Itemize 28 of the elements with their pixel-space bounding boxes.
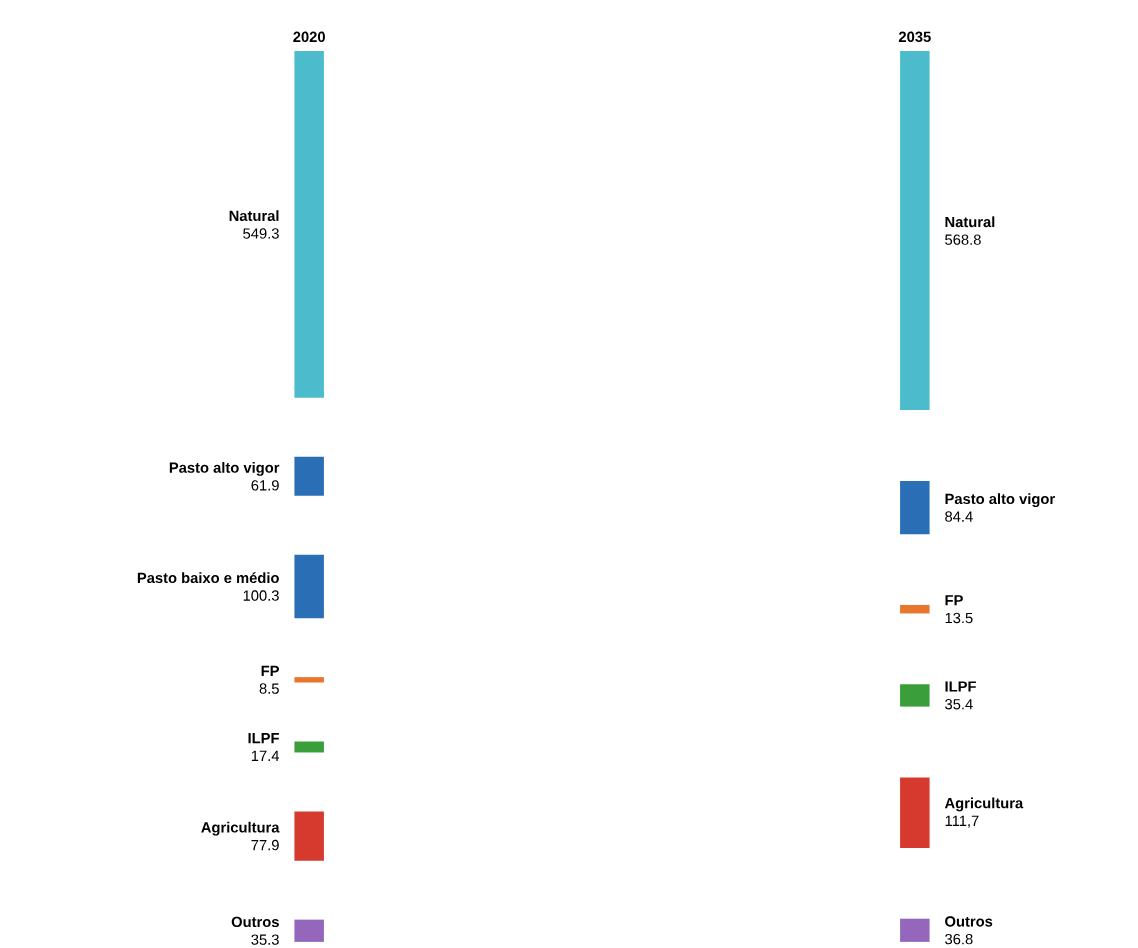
category-label: Natural — [229, 210, 279, 222]
category-label: ILPF — [248, 733, 279, 744]
data-label: 36.8 — [945, 934, 973, 945]
category-label: Pasto alto vigor — [169, 462, 280, 476]
data-label: 84.4 — [945, 511, 973, 522]
data-label: 13.5 — [945, 612, 973, 624]
category-label: Agricultura — [201, 821, 280, 836]
category-label: Outros — [945, 916, 993, 927]
data-label: 8.5 — [259, 683, 279, 694]
data-label: 111,7 — [945, 815, 979, 828]
data-label: 61.9 — [251, 480, 279, 491]
data-label: 35.4 — [945, 699, 973, 710]
data-label: 549.3 — [243, 228, 279, 239]
data-label: 568.8 — [945, 234, 981, 245]
category-label: Pasto alto vigor — [945, 493, 1055, 508]
text: 2020 — [293, 31, 325, 43]
category-label: FP — [945, 595, 963, 606]
category-label: Outros — [231, 916, 279, 928]
data-label: 17.4 — [251, 750, 280, 761]
category-label: Agricultura — [944, 797, 1024, 812]
category-label: FP — [261, 665, 279, 677]
data-label: 77.9 — [251, 839, 279, 851]
data-label: 35.3 — [251, 934, 279, 945]
text: 2035 — [898, 31, 931, 43]
category-label: Pasto baixo e médio — [137, 572, 279, 584]
category-label: Natural — [945, 216, 995, 228]
data-label: 100.3 — [243, 590, 279, 601]
category-label: ILPF — [945, 681, 976, 692]
